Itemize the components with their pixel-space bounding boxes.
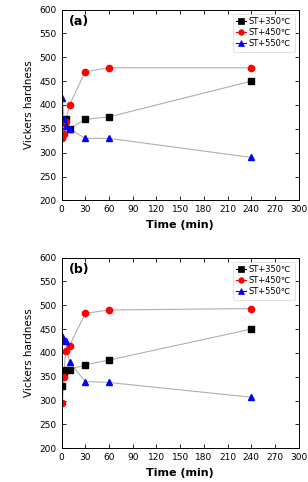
X-axis label: Time (min): Time (min): [146, 220, 214, 230]
ST+550℃: [249, 155, 253, 161]
ST+550℃: [83, 135, 87, 141]
ST+350℃: [68, 126, 71, 132]
ST+450℃: [61, 400, 64, 406]
ST+350℃: [68, 367, 71, 373]
ST+350℃: [61, 131, 64, 136]
Y-axis label: Vickers hardness: Vickers hardness: [24, 61, 34, 149]
ST+450℃: [68, 102, 71, 108]
ST+350℃: [62, 119, 66, 124]
ST+550℃: [62, 336, 66, 342]
ST+450℃: [64, 119, 67, 124]
ST+350℃: [249, 78, 253, 84]
ST+350℃: [107, 114, 111, 120]
ST+450℃: [83, 310, 87, 316]
Legend: ST+350℃, ST+450℃, ST+550℃: ST+350℃, ST+450℃, ST+550℃: [233, 262, 294, 299]
Line: ST+350℃: ST+350℃: [59, 326, 254, 389]
ST+550℃: [68, 126, 71, 132]
ST+550℃: [64, 123, 67, 129]
ST+550℃: [61, 334, 64, 339]
ST+550℃: [64, 338, 67, 344]
ST+550℃: [249, 394, 253, 400]
ST+450℃: [68, 343, 71, 348]
X-axis label: Time (min): Time (min): [146, 468, 214, 478]
ST+550℃: [62, 116, 66, 122]
ST+450℃: [62, 374, 66, 380]
ST+450℃: [62, 131, 66, 136]
Line: ST+550℃: ST+550℃: [59, 95, 254, 161]
ST+350℃: [64, 116, 67, 122]
Y-axis label: Vickers hardness: Vickers hardness: [24, 308, 34, 397]
ST+450℃: [249, 65, 253, 71]
Line: ST+450℃: ST+450℃: [59, 306, 254, 406]
Line: ST+350℃: ST+350℃: [59, 78, 254, 137]
ST+550℃: [83, 379, 87, 385]
ST+450℃: [249, 306, 253, 311]
ST+450℃: [107, 307, 111, 313]
ST+450℃: [64, 348, 67, 353]
ST+350℃: [61, 383, 64, 389]
ST+350℃: [107, 357, 111, 363]
ST+450℃: [61, 135, 64, 141]
Line: ST+550℃: ST+550℃: [59, 333, 254, 401]
Legend: ST+350℃, ST+450℃, ST+550℃: ST+350℃, ST+450℃, ST+550℃: [233, 14, 294, 52]
ST+550℃: [107, 135, 111, 141]
ST+350℃: [83, 362, 87, 368]
Text: (a): (a): [69, 15, 89, 28]
ST+550℃: [68, 360, 71, 365]
ST+550℃: [61, 95, 64, 101]
ST+350℃: [249, 326, 253, 332]
Line: ST+450℃: ST+450℃: [59, 65, 254, 142]
ST+350℃: [62, 369, 66, 375]
ST+450℃: [83, 69, 87, 75]
ST+350℃: [83, 116, 87, 122]
ST+550℃: [107, 380, 111, 386]
ST+450℃: [107, 65, 111, 71]
ST+350℃: [64, 367, 67, 373]
Text: (b): (b): [69, 263, 89, 276]
